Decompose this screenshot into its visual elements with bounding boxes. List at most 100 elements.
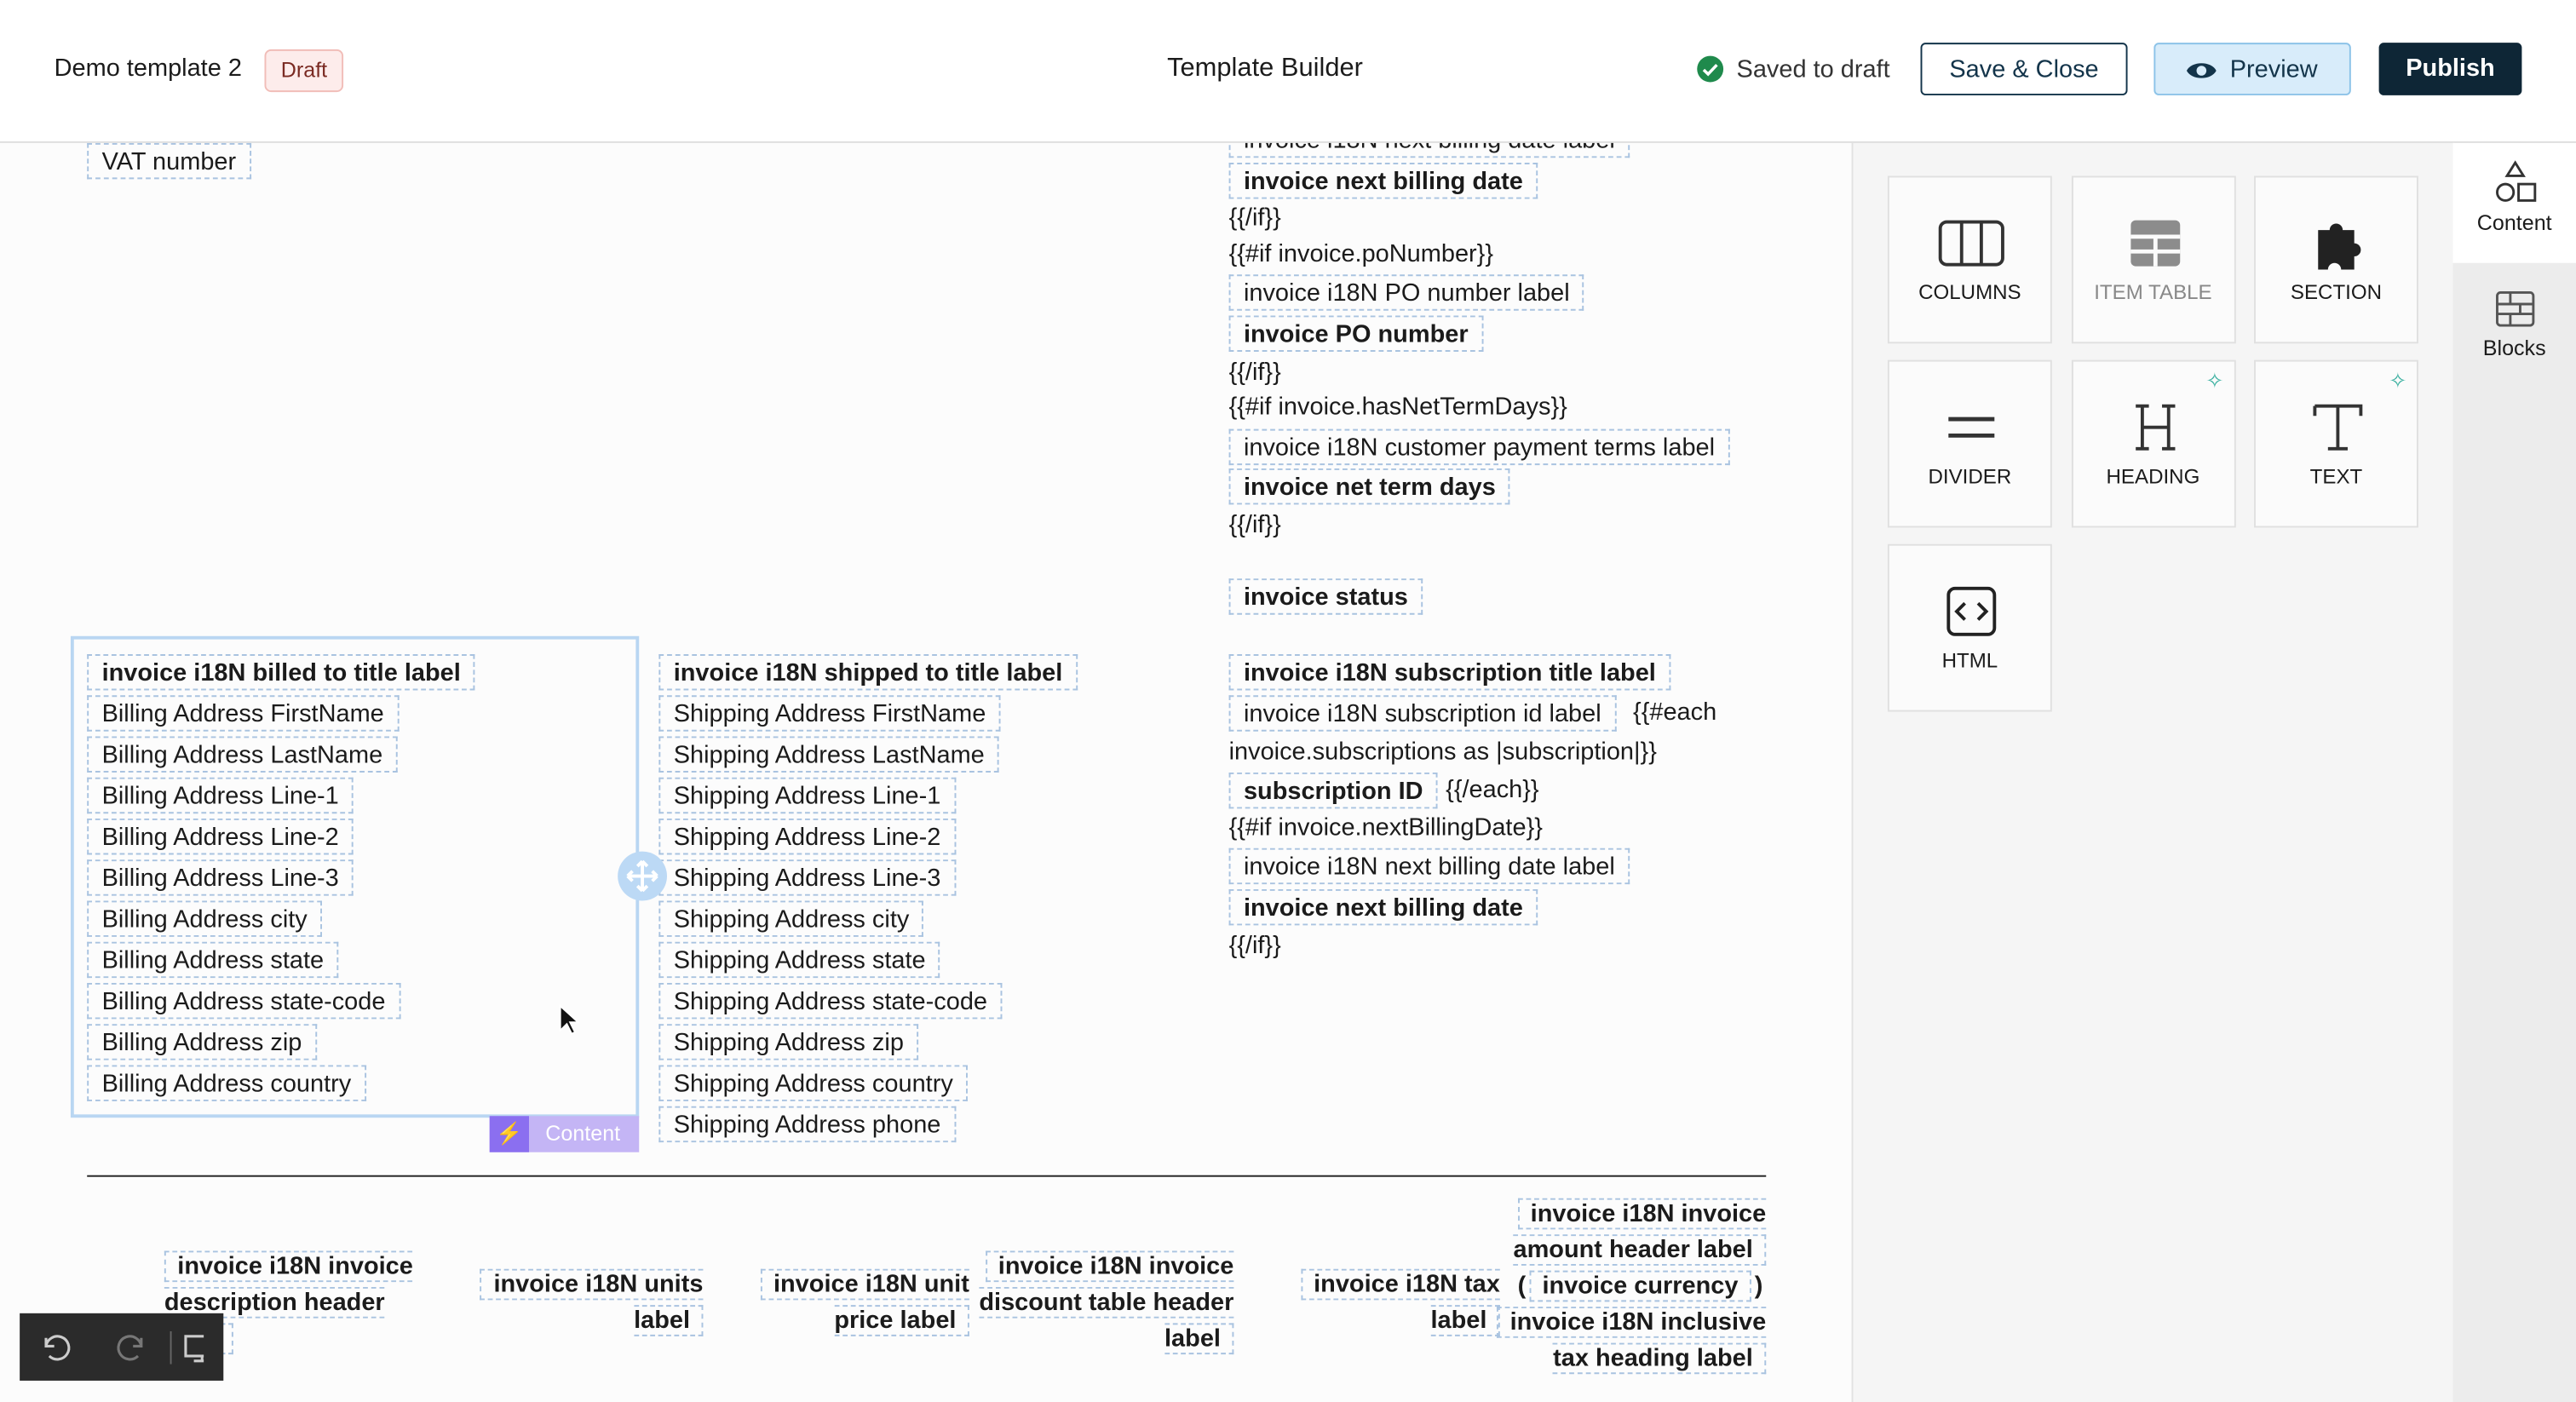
content-tab[interactable]: Content: [2452, 142, 2576, 263]
sidebar-panel: COLUMNS ITEM TABLE SECTION DIVIDER ✧ HEADING ✧…: [1851, 142, 2455, 1402]
header-tag: invoice i18N tax label: [1300, 1268, 1500, 1336]
table-header[interactable]: invoice i18N unit price label: [748, 1267, 969, 1340]
field-tag[interactable]: invoice i18N subscription id label: [1228, 695, 1617, 732]
field-tag[interactable]: Shipping Address country: [658, 1065, 969, 1101]
template-code: {{#if invoice.nextBillingDate}}: [1228, 813, 1543, 842]
field-tag[interactable]: Shipping Address phone: [658, 1106, 956, 1143]
tile-label: ITEM TABLE: [2094, 280, 2212, 304]
field-tag[interactable]: invoice net term days: [1228, 468, 1511, 505]
field-tag[interactable]: invoice next billing date: [1228, 888, 1538, 926]
field-tag[interactable]: Shipping Address city: [658, 900, 924, 937]
tile-icon: [2313, 404, 2363, 451]
toolbar-icons[interactable]: [39, 1331, 204, 1365]
publish-button[interactable]: Publish: [2378, 43, 2522, 95]
tile[interactable]: ✧ TEXT: [2254, 359, 2418, 528]
tile[interactable]: COLUMNS: [1887, 175, 2052, 344]
field-tag[interactable]: Billing Address FirstName: [87, 695, 400, 732]
field-tag[interactable]: invoice i18N next billing date label: [1228, 142, 1630, 158]
field-tag[interactable]: invoice i18N PO number label: [1228, 274, 1585, 311]
bolt-icon: ⚡: [489, 1116, 530, 1152]
header-tag: invoice currency: [1529, 1270, 1751, 1302]
content-badge[interactable]: ⚡ Content: [489, 1116, 640, 1152]
table-header[interactable]: invoice i18N invoice discount table head…: [963, 1250, 1234, 1358]
header-tag: invoice i18N units label: [480, 1268, 704, 1336]
field-tag[interactable]: invoice PO number: [1228, 315, 1483, 352]
template-code: {{/if}}: [1228, 358, 1281, 387]
field-tag[interactable]: Billing Address Line-3: [87, 859, 354, 896]
header: Demo template 2 Draft Template Builder S…: [0, 0, 2576, 143]
field-tag[interactable]: invoice i18N customer payment terms labe…: [1228, 428, 1730, 466]
field-tag[interactable]: Shipping Address state-code: [658, 982, 1003, 1020]
template-code: invoice.subscriptions as |subscription|}…: [1228, 738, 1657, 767]
divider: [87, 1175, 1767, 1177]
tile-icon: [1948, 417, 1995, 438]
field-tag[interactable]: Shipping Address Line-3: [658, 859, 956, 896]
field-tag[interactable]: Shipping Address FirstName: [658, 695, 1001, 732]
field-tag[interactable]: Billing Address zip: [87, 1024, 317, 1060]
tile[interactable]: DIVIDER: [1887, 359, 2052, 528]
tile-icon: [1946, 586, 1997, 636]
tile-label: SECTION: [2290, 280, 2383, 304]
field-tag[interactable]: VAT number: [87, 142, 251, 180]
save-close-button[interactable]: Save & Close: [1920, 43, 2128, 95]
blocks-icon: [2495, 291, 2534, 327]
field-tag[interactable]: Billing Address country: [87, 1065, 366, 1101]
header-tag: invoice i18N inclusive tax heading label: [1497, 1307, 1767, 1375]
tile-icon: [2135, 404, 2175, 451]
ai-sparkle: ✧: [2205, 368, 2224, 394]
template-name[interactable]: Demo template 2: [54, 54, 242, 83]
field-tag[interactable]: invoice i18N next billing date label: [1228, 848, 1630, 885]
save-status: Saved to draft: [1736, 55, 1890, 84]
move-handle[interactable]: [616, 850, 669, 903]
field-tag[interactable]: invoice status: [1228, 578, 1423, 615]
template-code: {{/if}}: [1228, 204, 1281, 233]
tile-label: HTML: [1941, 649, 1998, 673]
content-badge-label: Content: [545, 1121, 621, 1146]
template-code: {{/each}}: [1446, 775, 1539, 804]
tile[interactable]: HTML: [1887, 543, 2052, 712]
template-code: {{/if}}: [1228, 932, 1281, 960]
field-tag[interactable]: invoice i18N subscription title label: [1228, 654, 1671, 691]
eye-icon: [2186, 63, 2217, 78]
field-tag[interactable]: Billing Address Line-1: [87, 777, 354, 814]
template-code: {{/if}}: [1228, 511, 1281, 539]
field-tag[interactable]: Billing Address state-code: [87, 982, 400, 1020]
bracket: ): [1754, 1272, 1763, 1301]
tile[interactable]: ITEM TABLE: [2071, 175, 2235, 344]
tile[interactable]: SECTION: [2254, 175, 2418, 344]
field-tag[interactable]: Shipping Address Line-1: [658, 777, 956, 814]
tile-label: DIVIDER: [1928, 465, 2012, 489]
preview-label: Preview: [2229, 55, 2318, 84]
field-tag[interactable]: invoice next billing date: [1228, 163, 1538, 199]
template-code: {{#if invoice.poNumber}}: [1228, 239, 1494, 268]
tile-icon: [2318, 223, 2361, 270]
header-tag: invoice i18N unit price label: [760, 1268, 969, 1336]
tile-label: HEADING: [2106, 465, 2200, 489]
field-tag[interactable]: Shipping Address state: [658, 941, 941, 979]
blocks-tab[interactable]: Blocks: [2452, 281, 2576, 401]
bracket: (: [1517, 1272, 1527, 1301]
field-tag[interactable]: Billing Address LastName: [87, 736, 398, 773]
field-tag[interactable]: Shipping Address zip: [658, 1024, 919, 1060]
tile-icon: [2130, 220, 2180, 267]
canvas: VAT number invoice i18N next billing dat…: [0, 142, 1852, 1402]
preview-button[interactable]: Preview: [2153, 43, 2351, 95]
table-header[interactable]: invoice i18N tax label: [1290, 1267, 1500, 1340]
status-badge: Draft: [264, 49, 344, 93]
template-code: {{#each: [1633, 698, 1717, 727]
field-tag[interactable]: invoice i18N billed to title label: [87, 654, 476, 691]
field-tag[interactable]: Billing Address city: [87, 900, 323, 937]
tab-label: Content: [2476, 210, 2552, 235]
tile-label: TEXT: [2309, 465, 2363, 489]
field-tag[interactable]: invoice i18N shipped to title label: [658, 654, 1078, 691]
field-tag[interactable]: Shipping Address LastName: [658, 736, 1000, 773]
field-tag[interactable]: Shipping Address Line-2: [658, 818, 956, 855]
field-tag[interactable]: Billing Address Line-2: [87, 818, 354, 855]
table-header[interactable]: invoice i18N units label: [473, 1267, 704, 1340]
field-tag[interactable]: subscription ID: [1228, 772, 1438, 809]
field-tag[interactable]: Billing Address state: [87, 941, 339, 979]
table-header[interactable]: invoice i18N invoice amount header label…: [1495, 1197, 1767, 1377]
tile[interactable]: ✧ HEADING: [2071, 359, 2235, 528]
